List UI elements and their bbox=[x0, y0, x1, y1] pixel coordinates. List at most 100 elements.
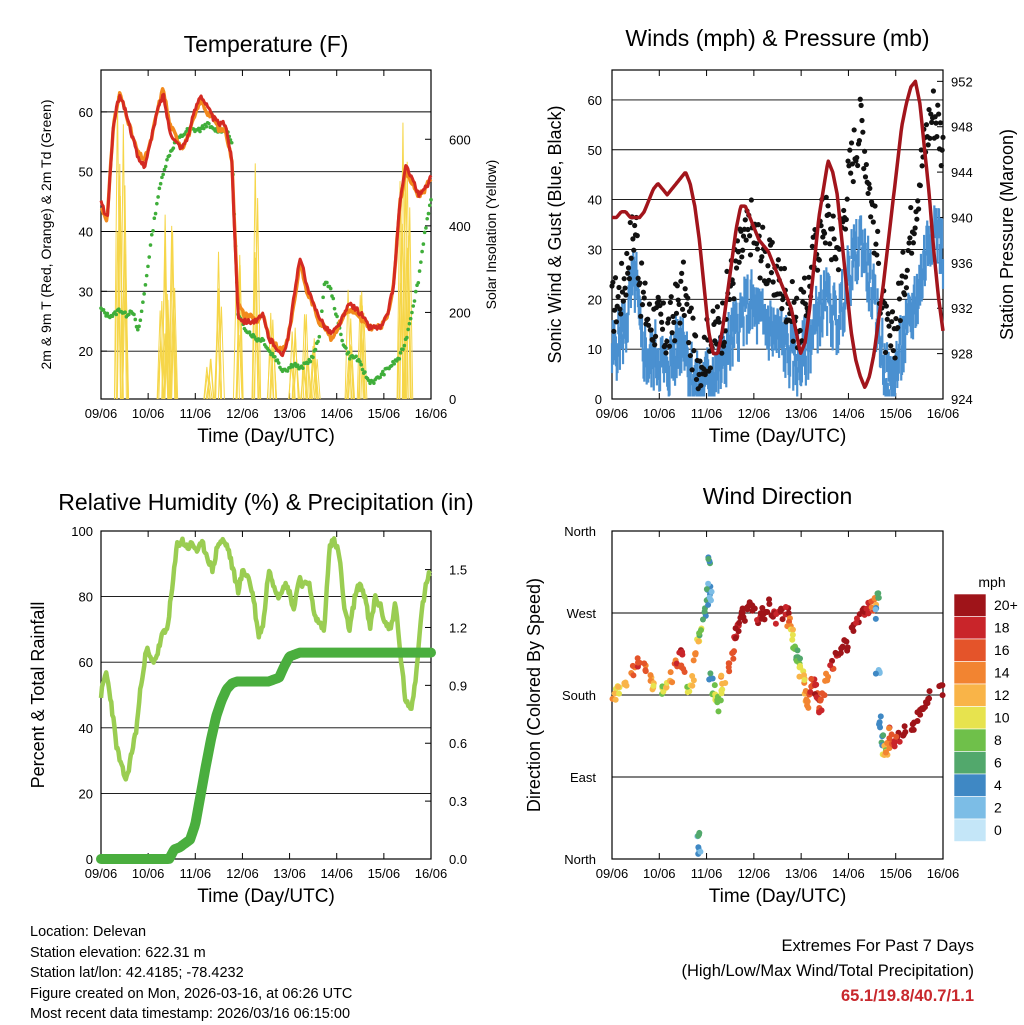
dir-point bbox=[647, 672, 654, 679]
wind-gust-point bbox=[670, 313, 676, 320]
wind-xtick-label: 11/06 bbox=[691, 406, 723, 421]
dir-point bbox=[789, 636, 796, 643]
latest-timestamp-text: Most recent data timestamp: 2026/03/16 0… bbox=[30, 1006, 351, 1022]
dewpoint-point bbox=[136, 327, 140, 332]
wind-gust-point bbox=[809, 243, 815, 249]
extremes-values: 65.1/19.8/40.7/1.1 bbox=[840, 987, 974, 1005]
wind-gust-point bbox=[610, 279, 616, 285]
colorbar-label: 12 bbox=[994, 687, 1010, 703]
wind-gust-point bbox=[628, 255, 634, 261]
wind-xlabel: Time (Day/UTC) bbox=[709, 426, 847, 447]
dewpoint-point bbox=[171, 146, 176, 150]
wind-xtick-label: 12/06 bbox=[738, 406, 771, 421]
dewpoint-point bbox=[202, 126, 206, 131]
solar-spike bbox=[236, 265, 244, 400]
wind-gust-point bbox=[850, 178, 856, 185]
dir-xtick-label: 16/06 bbox=[927, 866, 960, 881]
wind-title: Winds (mph) & Pressure (mb) bbox=[625, 25, 929, 51]
dir-point bbox=[642, 668, 649, 675]
wind-gust-point bbox=[642, 280, 648, 286]
wind-ytick-label: 20 bbox=[588, 292, 602, 307]
wind-gust-point bbox=[862, 174, 869, 180]
solar-spike bbox=[206, 358, 214, 400]
wind-gust-point bbox=[641, 295, 647, 301]
dir-xlabel: Time (Day/UTC) bbox=[709, 886, 847, 907]
dir-point bbox=[805, 704, 812, 711]
dir-point bbox=[926, 695, 933, 702]
dewpoint-point bbox=[156, 195, 160, 199]
dir-point bbox=[924, 700, 931, 707]
dewpoint-point bbox=[328, 286, 333, 291]
wind-gust-point bbox=[893, 315, 899, 322]
rh-humidity-series bbox=[98, 536, 433, 782]
dir-point bbox=[629, 662, 636, 669]
dewpoint-point bbox=[424, 226, 428, 230]
rh-xtick-label: 16/06 bbox=[415, 866, 448, 881]
wind-gust-point bbox=[830, 213, 836, 219]
dir-point bbox=[801, 672, 808, 679]
wind-gust-point bbox=[935, 102, 941, 108]
wind-gust-point bbox=[806, 274, 812, 280]
wind-gust-point bbox=[646, 301, 653, 307]
wind-gust-point bbox=[802, 301, 808, 307]
solar-spike bbox=[291, 327, 299, 400]
dewpoint-point bbox=[301, 366, 305, 370]
wind-gust-point bbox=[904, 267, 910, 273]
dir-ytick-label: North bbox=[564, 852, 596, 867]
wind-gust-point bbox=[710, 308, 716, 314]
wind-gust-point bbox=[648, 327, 654, 333]
wind-gust-point bbox=[739, 254, 745, 260]
wind-ytick-right-label: 948 bbox=[951, 120, 973, 135]
wind-gust-point bbox=[781, 265, 788, 272]
wind-gust-point bbox=[870, 219, 876, 225]
dir-point bbox=[739, 609, 746, 616]
wind-gust-point bbox=[707, 365, 714, 371]
wind-gust-point bbox=[757, 275, 763, 281]
dir-point bbox=[715, 708, 722, 715]
wind-gust-point bbox=[747, 233, 753, 239]
wind-gust-point bbox=[740, 233, 747, 239]
dir-point bbox=[749, 602, 756, 609]
dir-point bbox=[726, 668, 733, 675]
dewpoint-point bbox=[344, 346, 348, 350]
dewpoint-point bbox=[368, 381, 372, 386]
wind-gust-point bbox=[720, 300, 726, 306]
elevation-text: Station elevation: 622.31 m bbox=[30, 944, 206, 961]
dir-point bbox=[807, 689, 814, 696]
dir-point bbox=[726, 660, 733, 667]
solar-spike bbox=[396, 181, 404, 400]
dir-point bbox=[695, 638, 702, 645]
wind-gust-point bbox=[701, 334, 707, 340]
temp-xtick-label: 13/06 bbox=[273, 406, 306, 421]
rh-xtick-label: 13/06 bbox=[273, 866, 306, 881]
wind-ytick-label: 40 bbox=[588, 193, 602, 208]
dir-point bbox=[736, 619, 743, 626]
dir-point bbox=[902, 728, 909, 735]
wind-gust-point bbox=[875, 228, 881, 234]
rh-ytick-label: 60 bbox=[79, 655, 93, 670]
dir-point bbox=[794, 647, 801, 654]
wind-gust-point bbox=[671, 319, 677, 325]
colorbar-swatch bbox=[953, 796, 987, 820]
dir-point bbox=[891, 743, 898, 750]
wind-gust-point bbox=[616, 284, 622, 291]
wind-gust-point bbox=[714, 304, 720, 310]
dewpoint-point bbox=[339, 332, 343, 337]
wind-gust-point bbox=[823, 194, 829, 200]
wind-gust-point bbox=[677, 320, 683, 326]
wind-ytick-right-label: 924 bbox=[951, 392, 973, 407]
wind-gust-point bbox=[617, 306, 623, 312]
wind-gust-point bbox=[645, 322, 652, 328]
dewpoint-point bbox=[425, 216, 429, 221]
dir-point bbox=[718, 672, 725, 679]
wind-gust-point bbox=[866, 181, 872, 187]
rh-ylabel: Percent & Total Rainfall bbox=[28, 602, 48, 789]
dir-point bbox=[884, 740, 891, 747]
colorbar-label: 20+ bbox=[994, 597, 1018, 613]
solar-spike bbox=[214, 316, 222, 400]
dir-point bbox=[690, 657, 697, 664]
dewpoint-point bbox=[141, 300, 145, 304]
dewpoint-point bbox=[416, 280, 421, 285]
dir-point bbox=[796, 673, 803, 680]
dewpoint-point bbox=[380, 369, 385, 374]
